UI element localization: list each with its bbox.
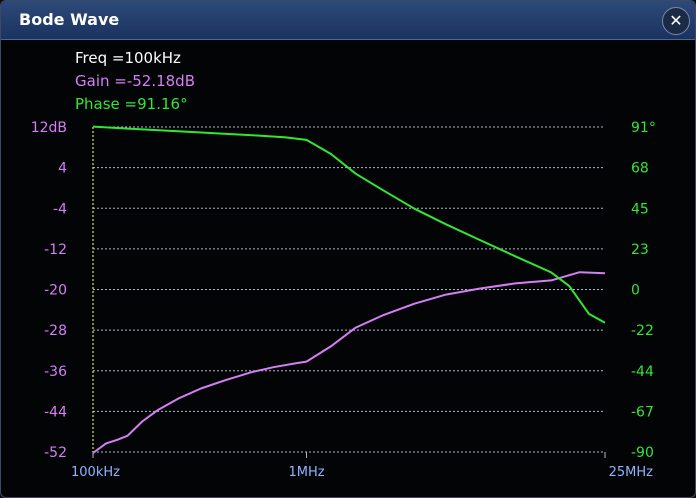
bode-plot: 12dB 91° 4 68 -4 45 -12 23 -20 0 -28 -22 -36 -44 -44 -6…: [31, 120, 656, 480]
gain-tick-label: -52: [44, 445, 67, 461]
phase-tick-label: -22: [631, 323, 654, 339]
close-button[interactable]: ✕: [662, 7, 690, 35]
phase-readout: Phase =91.16°: [75, 95, 188, 113]
window-title: Bode Wave: [19, 10, 120, 29]
gain-tick-label: -44: [44, 404, 67, 420]
phase-tick-label: -44: [631, 364, 654, 380]
phase-tick-label: 68: [631, 161, 649, 177]
gain-tick-label: -28: [44, 323, 67, 339]
phase-tick-label: -67: [631, 404, 654, 420]
phase-tick-label: 23: [631, 242, 649, 258]
freq-tick-label: 100kHz: [71, 465, 120, 480]
gain-tick-label: -12: [44, 242, 67, 258]
phase-tick-label: -90: [631, 445, 654, 461]
gain-tick-label: -4: [53, 201, 67, 217]
gain-tick-label: 4: [58, 161, 67, 177]
gain-readout: Gain =-52.18dB: [75, 72, 195, 90]
grid-layer: [92, 126, 606, 458]
gain-tick-label: 12dB: [31, 120, 67, 136]
phase-tick-label: 0: [631, 283, 640, 299]
tick-label-layer: 12dB 91° 4 68 -4 45 -12 23 -20 0 -28 -22 -36 -44 -44 -6…: [31, 120, 656, 480]
gain-tick-label: -36: [44, 364, 67, 380]
phase-tick-label: 45: [631, 201, 649, 217]
freq-tick-label: 1MHz: [288, 465, 324, 480]
phase-curve: [92, 125, 606, 324]
freq-tick-label: 25MHz: [609, 465, 654, 480]
series-layer: [92, 125, 606, 454]
gain-curve: [92, 271, 606, 454]
gain-tick-label: -20: [44, 283, 67, 299]
phase-tick-label: 91°: [631, 120, 656, 136]
close-icon: ✕: [669, 11, 683, 30]
title-bar: Bode Wave ✕: [1, 1, 695, 40]
freq-readout: Freq =100kHz: [75, 49, 181, 67]
